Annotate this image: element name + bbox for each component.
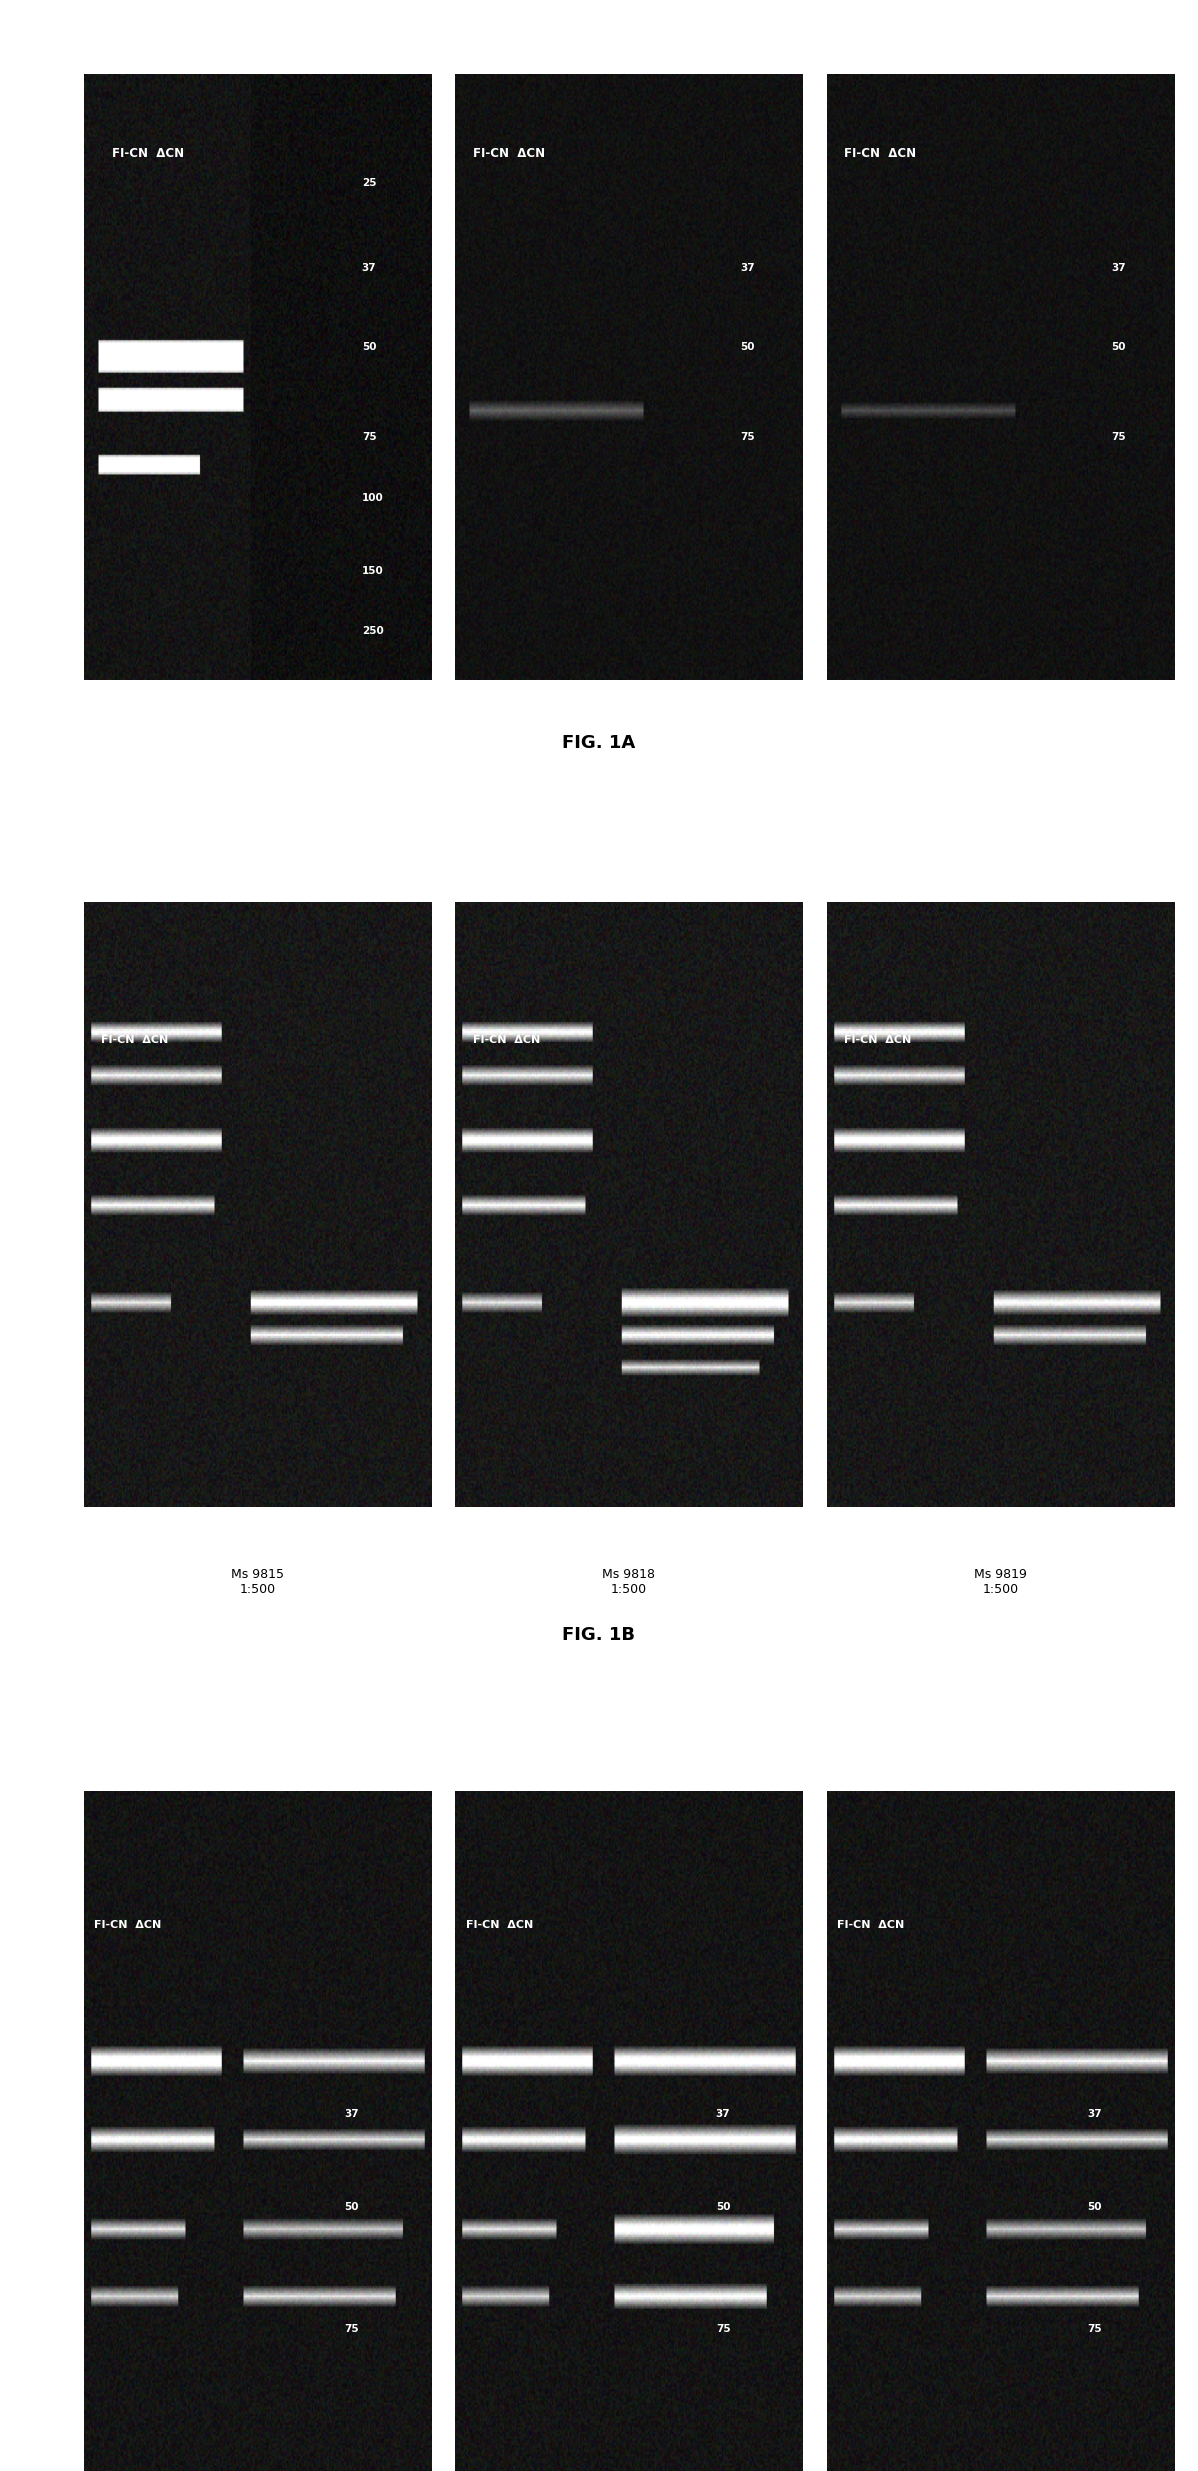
Text: 75: 75 (1112, 432, 1126, 442)
Text: 75: 75 (1088, 2323, 1102, 2335)
Text: FI-CN  ΔCN: FI-CN ΔCN (472, 146, 545, 161)
Text: 250: 250 (362, 625, 383, 635)
Text: 37: 37 (1088, 2108, 1102, 2120)
Text: 150: 150 (362, 566, 383, 576)
Text: FI-CN  ΔCN: FI-CN ΔCN (472, 1035, 540, 1045)
Text: 25: 25 (362, 178, 376, 188)
Text: 50: 50 (740, 341, 755, 351)
Text: FI-CN  ΔCN: FI-CN ΔCN (843, 1035, 912, 1045)
Text: 37: 37 (1112, 262, 1126, 272)
Text: 50: 50 (362, 341, 376, 351)
Text: 37: 37 (740, 262, 755, 272)
Text: FI-CN  ΔCN: FI-CN ΔCN (95, 1920, 162, 1930)
Text: 37: 37 (345, 2108, 359, 2120)
Text: 75: 75 (345, 2323, 359, 2335)
Text: 75: 75 (716, 2323, 731, 2335)
Text: 50: 50 (345, 2202, 359, 2212)
Text: FI-CN  ΔCN: FI-CN ΔCN (111, 146, 183, 161)
Text: 75: 75 (740, 432, 755, 442)
Text: Ms 9818
1:500: Ms 9818 1:500 (603, 1567, 655, 1596)
Text: FIG. 1A: FIG. 1A (562, 734, 636, 751)
Text: FI-CN  ΔCN: FI-CN ΔCN (101, 1035, 169, 1045)
Text: 100: 100 (362, 492, 383, 504)
Text: FI-CN  ΔCN: FI-CN ΔCN (466, 1920, 533, 1930)
Text: Ms 9815
1:500: Ms 9815 1:500 (231, 1567, 284, 1596)
Text: FI-CN  ΔCN: FI-CN ΔCN (843, 146, 916, 161)
Text: 75: 75 (362, 432, 376, 442)
Text: 37: 37 (362, 262, 376, 272)
Text: 50: 50 (1088, 2202, 1102, 2212)
Text: 50: 50 (1112, 341, 1126, 351)
Text: FIG. 1B: FIG. 1B (563, 1626, 635, 1643)
Text: 37: 37 (716, 2108, 731, 2120)
Text: 50: 50 (716, 2202, 731, 2212)
Text: Ms 9819
1:500: Ms 9819 1:500 (974, 1567, 1027, 1596)
Text: FI-CN  ΔCN: FI-CN ΔCN (837, 1920, 904, 1930)
